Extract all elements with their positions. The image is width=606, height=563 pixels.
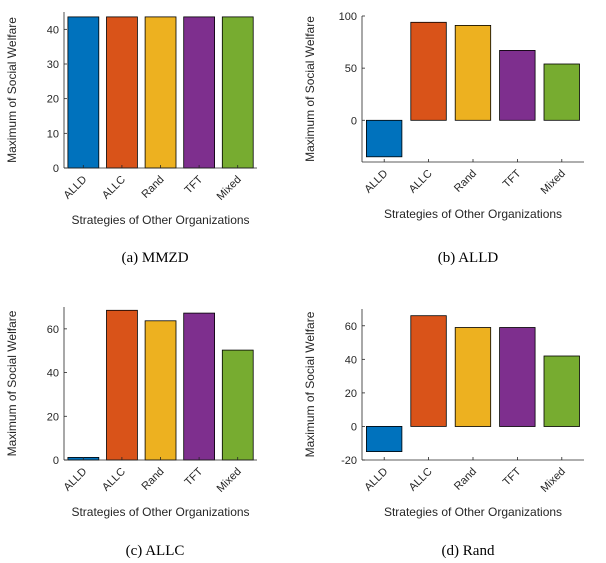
chart-panel-3: 0 20 40 60 ALLD ALLC Rand TFT Mixed Strategies of… (5, 307, 257, 559)
x-axis-label: Strategies of Other Organizations (71, 505, 249, 519)
y-tick-label: 60 (47, 324, 59, 336)
bar-allc (106, 16, 138, 169)
y-tick-label: 60 (345, 321, 357, 333)
subfigure-caption: (d) Rand (442, 543, 495, 559)
x-tick-label-mixed: Mixed (539, 466, 568, 495)
bar-tft (499, 50, 536, 121)
subfigure-caption: (c) ALLC (126, 543, 185, 559)
x-tick-label-allc: ALLC (407, 168, 435, 196)
x-tick-label-rand: Rand (452, 168, 479, 195)
x-tick-label-allc: ALLC (100, 466, 128, 494)
x-tick-label-alld: ALLD (61, 174, 89, 202)
bar-rand (454, 327, 492, 427)
bar-rand (144, 320, 177, 461)
y-axis-label: Maximum of Social Welfare (5, 310, 19, 456)
y-tick-label: 30 (47, 59, 59, 71)
bar-mixed (221, 349, 254, 461)
x-tick-label-tft: TFT (182, 465, 205, 488)
x-tick-label-alld: ALLD (362, 168, 390, 196)
y-tick-label: 0 (53, 163, 59, 175)
y-tick-label: -20 (341, 455, 357, 467)
y-tick-label: 100 (339, 11, 357, 23)
x-tick-label-rand: Rand (452, 466, 479, 493)
x-tick-label-mixed: Mixed (215, 174, 244, 203)
x-tick-label-tft: TFT (501, 465, 524, 488)
bar-alld (365, 425, 403, 452)
y-tick-label: 0 (351, 421, 357, 433)
x-tick-label-allc: ALLC (407, 466, 435, 494)
y-tick-label: 20 (345, 388, 357, 400)
bar-tft (183, 16, 215, 169)
bar-allc (410, 21, 447, 121)
x-axis-label: Strategies of Other Organizations (384, 207, 562, 221)
chart-panel-4: -20 0 20 40 60 ALLD ALLC Rand TFT Mixed Strategies… (303, 309, 584, 559)
y-tick-label: 0 (53, 455, 59, 467)
y-axis-label: Maximum of Social Welfare (5, 17, 19, 163)
y-tick-label: 20 (47, 411, 59, 423)
y-tick-label: 10 (47, 128, 59, 140)
y-tick-label: 50 (345, 63, 357, 75)
bar-allc (410, 315, 447, 427)
x-axis-label: Strategies of Other Organizations (71, 213, 249, 227)
x-tick-label-rand: Rand (140, 174, 167, 201)
x-tick-label-alld: ALLD (61, 466, 89, 494)
y-axis-label: Maximum of Social Welfare (303, 16, 317, 162)
y-tick-label: 40 (345, 354, 357, 366)
y-axis-label: Maximum of Social Welfare (303, 311, 317, 457)
y-tick-label: 20 (47, 94, 59, 106)
bar-rand (454, 24, 492, 121)
bar-tft (183, 312, 215, 461)
x-tick-label-alld: ALLD (362, 466, 390, 494)
bar-mixed (543, 63, 580, 121)
x-axis-label: Strategies of Other Organizations (384, 505, 562, 519)
x-tick-label-mixed: Mixed (539, 168, 568, 197)
x-tick-label-rand: Rand (140, 466, 167, 493)
subfigure-caption: (a) MMZD (121, 250, 188, 266)
chart-panel-2: 0 50 100 ALLD ALLC Rand TFT Mixed Strategies of … (303, 11, 584, 266)
bar-alld (67, 16, 100, 169)
y-tick-label: 40 (47, 368, 59, 380)
bar-tft (499, 327, 536, 427)
chart-panel-1: 0 10 20 30 40 ALLD ALLC Rand TFT Mixed Strategies … (5, 12, 257, 266)
bar-allc (106, 309, 138, 461)
subfigure-caption: (b) ALLD (438, 250, 499, 266)
x-tick-label-allc: ALLC (100, 174, 128, 202)
y-tick-label: 0 (351, 115, 357, 127)
y-tick-label: 40 (47, 24, 59, 36)
bar-mixed (221, 16, 254, 169)
bar-alld (365, 119, 403, 158)
bar-rand (144, 16, 177, 169)
x-tick-label-mixed: Mixed (215, 466, 244, 495)
x-tick-label-tft: TFT (501, 167, 524, 190)
bar-mixed (543, 355, 580, 427)
x-tick-label-tft: TFT (182, 173, 205, 196)
